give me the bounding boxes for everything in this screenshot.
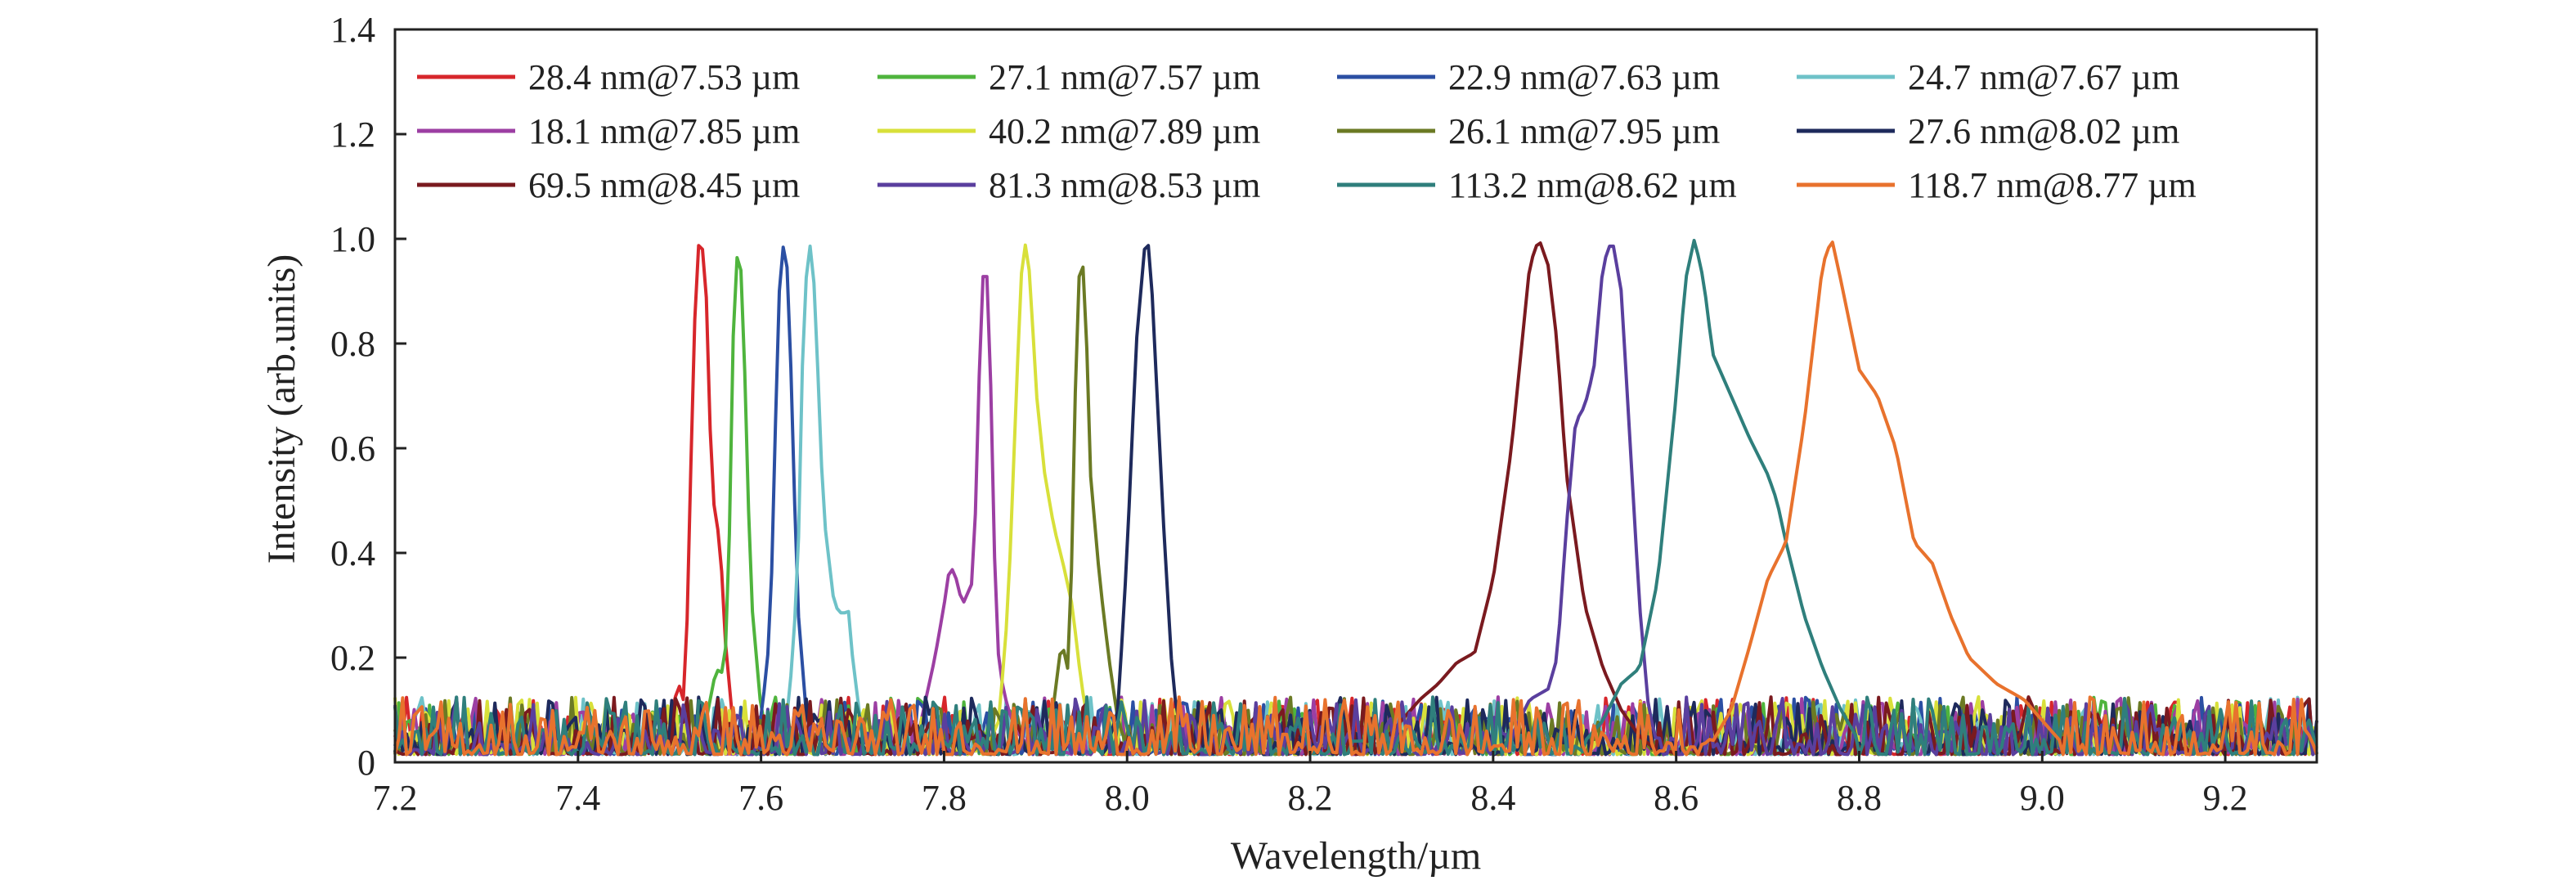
legend-label-6: 40.2 nm@7.89 µm [989, 111, 1260, 151]
x-tick-label-6: 8.4 [1470, 778, 1515, 818]
axes: 7.2 7.4 7.6 7.8 8.0 8.2 8.4 8.6 8.8 9.0 9.2 0 0.2 0.4… [330, 10, 2318, 818]
legend-label-9: 69.5 nm@8.45 µm [528, 165, 800, 205]
plot-area [393, 239, 2318, 757]
series-line-11 [393, 239, 2318, 757]
x-tick-label-2: 7.6 [738, 778, 783, 818]
legend-label-5: 18.1 nm@7.85 µm [528, 111, 800, 151]
x-tick-label-9: 9.0 [2020, 778, 2065, 818]
legend-label-3: 22.9 nm@7.63 µm [1448, 57, 1720, 97]
legend-label-2: 27.1 nm@7.57 µm [989, 57, 1260, 97]
x-tick-label-1: 7.4 [555, 778, 600, 818]
legend-label-12: 118.7 nm@8.77 µm [1908, 165, 2197, 205]
x-tick-label-10: 9.2 [2203, 778, 2248, 818]
x-tick-label-3: 7.8 [922, 778, 967, 818]
x-tick-label-0: 7.2 [373, 778, 418, 818]
x-tick-label-5: 8.2 [1288, 778, 1333, 818]
y-tick-label-3: 0.6 [330, 429, 375, 469]
y-tick-label-6: 1.2 [330, 115, 375, 155]
series-line-1 [393, 244, 2318, 757]
y-tick-label-0: 0 [357, 743, 375, 783]
legend-label-8: 27.6 nm@8.02 µm [1908, 111, 2179, 151]
y-axis-label: Intensity (arb.units) [260, 254, 303, 564]
series-line-12 [393, 240, 2318, 757]
y-tick-label-7: 1.4 [330, 10, 375, 50]
legend-label-7: 26.1 nm@7.95 µm [1448, 111, 1720, 151]
x-tick-label-4: 8.0 [1105, 778, 1150, 818]
legend: 28.4 nm@7.53 µm 27.1 nm@7.57 µm 22.9 nm@7.… [417, 57, 2197, 205]
x-tick-label-8: 8.8 [1837, 778, 1882, 818]
legend-label-11: 113.2 nm@8.62 µm [1448, 165, 1737, 205]
x-tick-label-7: 8.6 [1654, 778, 1699, 818]
legend-label-4: 24.7 nm@7.67 µm [1908, 57, 2179, 97]
y-tick-label-4: 0.8 [330, 324, 375, 364]
x-axis-label: Wavelength/µm [1231, 834, 1481, 878]
legend-label-10: 81.3 nm@8.53 µm [989, 165, 1260, 205]
legend-label-1: 28.4 nm@7.53 µm [528, 57, 800, 97]
plot-frame [393, 28, 2318, 764]
y-tick-label-2: 0.4 [330, 533, 375, 573]
y-tick-label-1: 0.2 [330, 638, 375, 678]
y-tick-label-5: 1.0 [330, 219, 375, 259]
